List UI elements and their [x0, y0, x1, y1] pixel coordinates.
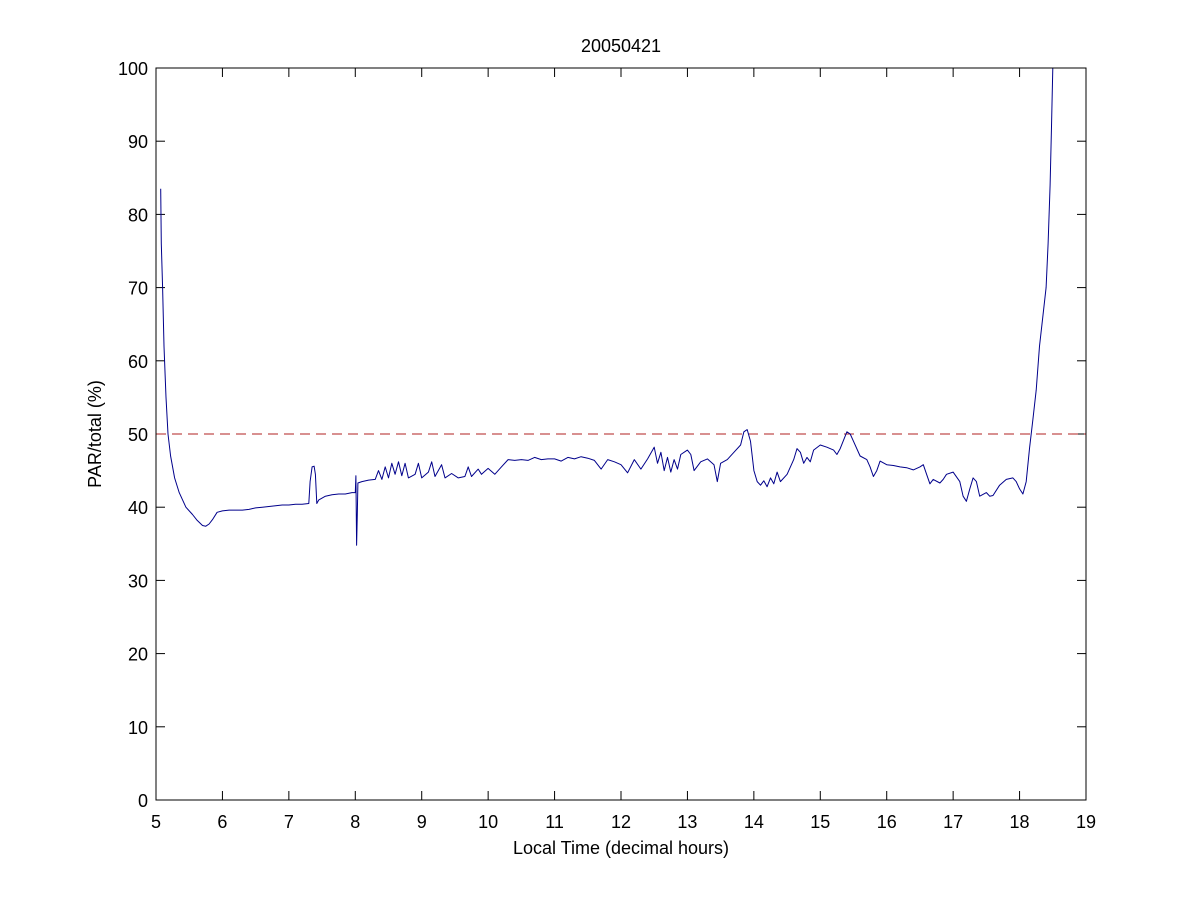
- y-tick-label-80: 80: [128, 205, 148, 225]
- x-tick-label-6: 6: [217, 812, 227, 832]
- x-tick-label-17: 17: [943, 812, 963, 832]
- axis-tick-labels: 5 6 7 8 9 10 11 12 13 14 15 16 17 18 19 0 10 20 30 40 50 60 70…: [118, 59, 1096, 832]
- y-tick-label-10: 10: [128, 718, 148, 738]
- chart-title: 20050421: [581, 36, 661, 56]
- y-tick-label-30: 30: [128, 571, 148, 591]
- y-tick-label-20: 20: [128, 645, 148, 665]
- x-tick-label-15: 15: [810, 812, 830, 832]
- axis-ticks: [155, 67, 1087, 801]
- x-tick-label-12: 12: [611, 812, 631, 832]
- x-tick-label-10: 10: [478, 812, 498, 832]
- x-axis-label: Local Time (decimal hours): [513, 838, 729, 858]
- y-tick-label-0: 0: [138, 791, 148, 811]
- x-tick-label-11: 11: [545, 812, 564, 832]
- y-axis-label: PAR/total (%): [85, 380, 105, 488]
- x-tick-label-5: 5: [151, 812, 161, 832]
- x-tick-label-16: 16: [877, 812, 897, 832]
- x-tick-label-8: 8: [350, 812, 360, 832]
- x-tick-label-14: 14: [744, 812, 764, 832]
- x-tick-label-18: 18: [1010, 812, 1030, 832]
- x-tick-label-19: 19: [1076, 812, 1096, 832]
- x-tick-label-7: 7: [284, 812, 294, 832]
- y-tick-label-60: 60: [128, 352, 148, 372]
- plot-frame: [155, 67, 1087, 801]
- y-tick-label-40: 40: [128, 498, 148, 518]
- y-tick-label-50: 50: [128, 425, 148, 445]
- x-tick-label-9: 9: [417, 812, 427, 832]
- x-tick-label-13: 13: [677, 812, 697, 832]
- y-tick-label-70: 70: [128, 279, 148, 299]
- y-tick-label-90: 90: [128, 132, 148, 152]
- series-line: [160, 67, 1054, 546]
- y-tick-label-100: 100: [118, 59, 148, 79]
